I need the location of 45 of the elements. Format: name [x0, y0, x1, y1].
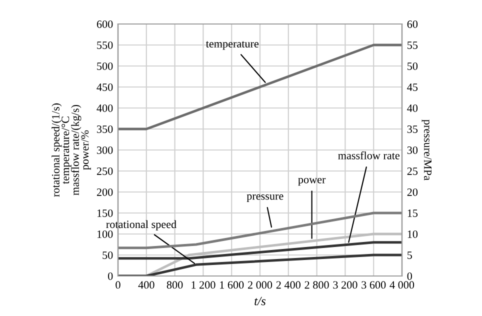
- x-tick-label: 2 000: [248, 281, 272, 289]
- annotation: rotational speed: [106, 220, 176, 230]
- y2-tick-label: 35: [407, 125, 418, 133]
- y2-tick-label: 55: [408, 42, 418, 49]
- x-tick-label: 4 000: [390, 281, 414, 289]
- y-tick-label: 200: [96, 188, 113, 196]
- y2-tick-label: 20: [407, 188, 418, 196]
- y-tick-label: 600: [96, 20, 113, 28]
- y-tick-label: 150: [97, 209, 113, 217]
- y2-tick-label: 0: [407, 272, 412, 280]
- y-tick-label: 550: [97, 41, 113, 49]
- y-axis-title: rotational speed/(1/s) temperature/°C massflow rate/(kg/s) power/%: [52, 103, 91, 197]
- x-tick-label: 0: [116, 281, 120, 289]
- y2-tick-label: 25: [407, 167, 418, 175]
- y-tick-label: 300: [97, 146, 113, 154]
- y-tick-label: 50: [102, 251, 113, 259]
- annotation: pressure: [246, 194, 284, 202]
- x-tick-label: 1 200: [192, 281, 216, 289]
- x-tick-label: 800: [166, 281, 183, 289]
- y-tick-label: 100: [97, 230, 113, 238]
- x-tick-label: 2 400: [276, 281, 300, 289]
- y2-tick-label: 5: [408, 252, 412, 259]
- x-tick-label: 3 600: [362, 281, 386, 289]
- y-tick-label: 400: [96, 104, 113, 112]
- y-tick-label: 0: [108, 272, 113, 280]
- y2-tick-label: 50: [408, 62, 418, 70]
- annotation: massflow rate: [338, 151, 400, 160]
- y2-tick-label: 60: [407, 20, 418, 28]
- y-tick-label: 500: [97, 62, 113, 70]
- y2-tick-label: 45: [407, 84, 418, 91]
- x-tick-label: 2 800: [304, 281, 329, 289]
- x-tick-label: 3 200: [333, 281, 358, 289]
- y2-tick-label: 15: [408, 210, 418, 217]
- annotation: temperature: [206, 41, 259, 50]
- y-tick-label: 250: [96, 167, 113, 175]
- x-tick-label: 400: [138, 281, 154, 289]
- y-tick-label: 350: [97, 125, 113, 133]
- y2-axis-title: pressure/MPa: [422, 120, 432, 180]
- annotation: power: [298, 178, 326, 186]
- y-tick-label: 450: [96, 83, 113, 91]
- x-tick-label: 1 600: [220, 281, 244, 289]
- y2-tick-label: 40: [407, 104, 418, 112]
- x-axis-title: t/s: [254, 296, 266, 306]
- y2-tick-label: 10: [408, 230, 418, 238]
- y2-tick-label: 30: [407, 146, 418, 154]
